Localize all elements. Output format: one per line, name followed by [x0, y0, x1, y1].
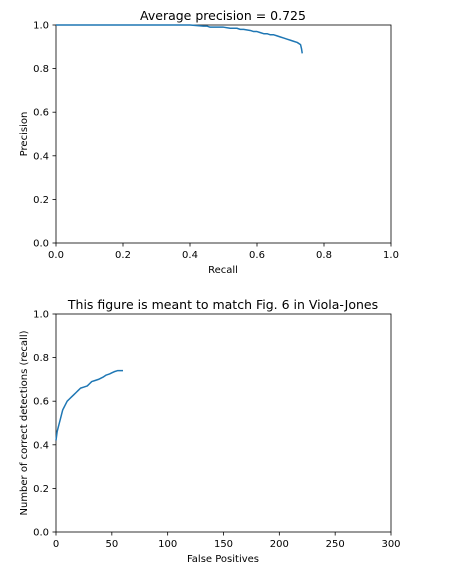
y-tick-label: 0.2 [33, 195, 49, 206]
x-axis-label: False Positives [187, 554, 259, 565]
y-tick-label: 0.8 [33, 353, 49, 364]
series-line [55, 369, 123, 441]
x-tick-label: 200 [270, 539, 289, 550]
y-tick-label: 1.0 [33, 21, 49, 32]
y-axis-label: Precision [19, 112, 30, 157]
y-tick-label: 0.2 [33, 484, 49, 495]
y-tick-label: 0.4 [33, 440, 49, 451]
plot-frame [55, 24, 392, 244]
y-tick-label: 0.6 [33, 397, 49, 408]
x-tick-label: 300 [381, 539, 400, 550]
y-axis-label: Number of correct detections (recall) [19, 330, 30, 515]
x-tick-label: 0.8 [316, 250, 332, 261]
viola-jones-roc-chart: This figure is meant to match Fig. 6 in … [19, 297, 401, 565]
x-tick-label: 150 [214, 539, 233, 550]
y-tick-label: 0.4 [33, 151, 49, 162]
chart-title: Average precision = 0.725 [140, 8, 306, 23]
x-tick-label: 50 [105, 539, 118, 550]
plot-frame [55, 313, 392, 533]
x-tick-label: 0.6 [249, 250, 265, 261]
y-tick-label: 0.6 [33, 108, 49, 119]
x-tick-label: 0 [53, 539, 59, 550]
x-axis-label: Recall [208, 265, 238, 276]
precision-recall-chart: Average precision = 0.725 0.0 0.2 0.4 0.6 0.… [19, 8, 399, 276]
series-line [56, 24, 303, 54]
x-tick-label: 0.4 [182, 250, 198, 261]
x-tick-label: 0.0 [48, 250, 64, 261]
chart-title: This figure is meant to match Fig. 6 in … [67, 297, 378, 312]
x-tick-label: 100 [158, 539, 177, 550]
y-tick-label: 0.0 [33, 239, 49, 250]
x-tick-label: 1.0 [383, 250, 399, 261]
y-tick-label: 0.8 [33, 64, 49, 75]
x-tick-label: 0.2 [115, 250, 131, 261]
y-tick-label: 1.0 [33, 310, 49, 321]
tick-group: 0 50 100 150 200 250 300 0.0 0.2 0.4 0.6 0.8 1.0 [33, 310, 400, 551]
y-tick-label: 0.0 [33, 528, 49, 539]
x-tick-label: 250 [326, 539, 345, 550]
tick-group: 0.0 0.2 0.4 0.6 0.8 1.0 0.0 0.2 0.4 0.6 0.8 1.0 [33, 21, 399, 262]
